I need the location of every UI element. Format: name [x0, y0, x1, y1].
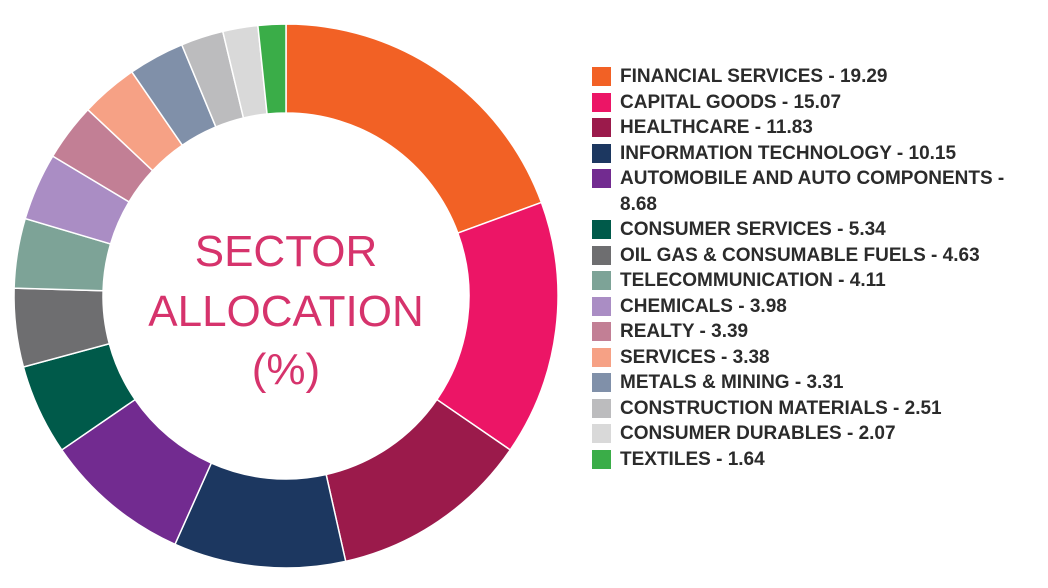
legend-item: TEXTILES - 1.64: [592, 447, 1042, 473]
center-title-line-3: (%): [252, 345, 320, 394]
legend-swatch: [592, 347, 611, 367]
legend-label: TEXTILES: [620, 448, 711, 470]
legend-item: TELECOMMUNICATION - 4.11: [592, 268, 1042, 294]
legend-value: 3.38: [732, 346, 770, 368]
legend-label: AUTOMOBILE AND AUTO COMPONENTS: [620, 168, 993, 189]
legend-swatch: [592, 118, 611, 137]
legend-value: 19.29: [839, 66, 888, 87]
donut-slice-14: [257, 23, 287, 115]
legend-value: 3.98: [749, 295, 787, 317]
legend-value: 4.63: [942, 244, 980, 266]
legend-value: 1.64: [727, 448, 765, 470]
legend-swatch: [592, 271, 611, 290]
legend-swatch: [592, 220, 611, 239]
legend-swatch: [592, 373, 611, 392]
legend-value: 2.07: [858, 423, 896, 444]
legend-value: 10.15: [908, 142, 957, 164]
legend-label: TELECOMMUNICATION: [620, 270, 833, 291]
legend-item: CONSUMER DURABLES - 2.07: [592, 421, 1042, 447]
legend-label: REALTY: [620, 321, 695, 342]
legend-item: CHEMICALS - 3.98: [592, 294, 1042, 320]
legend-label: INFORMATION TECHNOLOGY: [620, 142, 892, 164]
legend-swatch: [592, 67, 611, 86]
legend-swatch: [592, 398, 611, 418]
legend-swatch: [592, 424, 611, 443]
legend-swatch: [592, 296, 611, 316]
legend-item: SERVICES - 3.38: [592, 345, 1042, 371]
legend-item: METALS & MINING - 3.31: [592, 370, 1042, 396]
legend-swatch: [592, 245, 611, 265]
legend-swatch: [592, 169, 611, 188]
center-title-line-1: SECTOR: [195, 227, 378, 276]
legend-label: CONSUMER DURABLES: [620, 423, 842, 444]
legend-value: 2.51: [904, 397, 942, 419]
legend-swatch: [592, 143, 611, 163]
legend-label: CHEMICALS: [620, 295, 733, 317]
legend-label: HEALTHCARE: [620, 117, 750, 138]
legend-value: 5.34: [848, 219, 886, 240]
legend-item: REALTY - 3.39: [592, 319, 1042, 345]
legend-item: INFORMATION TECHNOLOGY - 10.15: [592, 141, 1042, 167]
center-title-line-2: ALLOCATION: [148, 287, 423, 336]
legend-item: AUTOMOBILE AND AUTO COMPONENTS - 8.68: [592, 166, 1042, 217]
legend-swatch: [592, 322, 611, 341]
legend-value: 4.11: [849, 270, 886, 291]
legend-item: CONSTRUCTION MATERIALS - 2.51: [592, 396, 1042, 422]
donut-slice-0: [285, 23, 543, 235]
legend-label: SERVICES: [620, 346, 716, 368]
legend: FINANCIAL SERVICES - 19.29 CAPITAL GOODS …: [592, 64, 1042, 472]
legend-swatch: [592, 449, 611, 469]
legend-label: CONSUMER SERVICES: [620, 219, 832, 240]
legend-value: 3.31: [806, 372, 844, 393]
legend-label: CONSTRUCTION MATERIALS: [620, 397, 888, 419]
legend-value: 15.07: [793, 91, 842, 113]
legend-label: METALS & MINING: [620, 372, 790, 393]
legend-value: 11.83: [766, 117, 813, 138]
legend-item: FINANCIAL SERVICES - 19.29: [592, 64, 1042, 90]
donut-chart: SECTOR ALLOCATION (%): [13, 23, 559, 569]
legend-item: OIL GAS & CONSUMABLE FUELS - 4.63: [592, 243, 1042, 269]
legend-label: OIL GAS & CONSUMABLE FUELS: [620, 244, 926, 266]
legend-label: CAPITAL GOODS: [620, 91, 777, 113]
legend-value: 8.68: [620, 193, 657, 215]
legend-label: FINANCIAL SERVICES: [620, 66, 824, 87]
donut-slices: [13, 23, 559, 569]
legend-swatch: [592, 92, 611, 112]
legend-item: HEALTHCARE - 11.83: [592, 115, 1042, 141]
legend-item: CAPITAL GOODS - 15.07: [592, 90, 1042, 116]
legend-item: CONSUMER SERVICES - 5.34: [592, 217, 1042, 243]
legend-value: 3.39: [711, 321, 749, 342]
